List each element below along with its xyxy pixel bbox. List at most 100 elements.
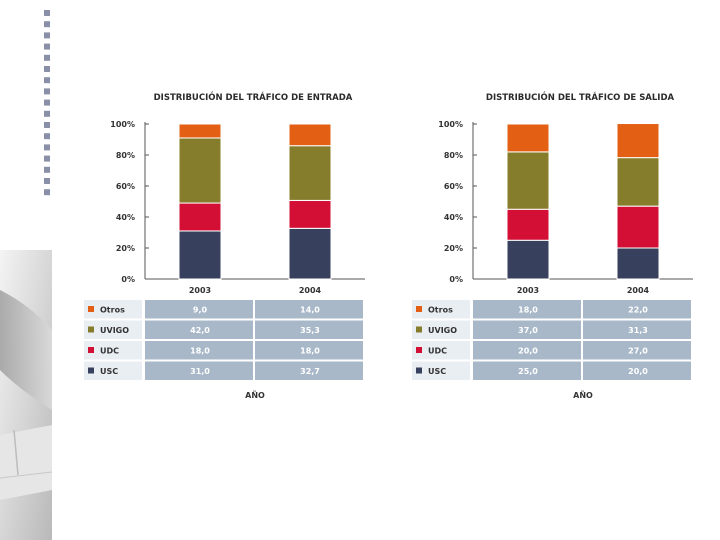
table-cell <box>145 320 253 339</box>
data-label: 27,0 <box>628 347 648 356</box>
x-tick-label: 2004 <box>299 286 322 295</box>
data-label: 32,7 <box>300 367 320 376</box>
x-tick-label: 2003 <box>517 286 539 295</box>
y-tick-label: 40% <box>444 213 463 222</box>
y-tick-label: 20% <box>444 244 463 253</box>
legend-swatch-usc <box>88 367 94 374</box>
table-cell <box>583 300 691 319</box>
bar-segment-otros <box>506 123 550 153</box>
x-tick-label: 2004 <box>627 286 650 295</box>
bar-segment-usc <box>506 239 550 280</box>
y-tick-label: 0% <box>121 275 135 284</box>
table-cell <box>255 361 363 380</box>
bullet-dot <box>44 99 50 106</box>
x-axis-label: AÑO <box>573 390 593 400</box>
slide-corner-decoration <box>0 250 53 540</box>
legend-swatch-usc <box>416 367 422 374</box>
data-label: 35,3 <box>300 326 320 335</box>
bullet-dot <box>44 43 50 50</box>
chart-title: DISTRIBUCIÓN DEL TRÁFICO DE SALIDA <box>486 91 675 103</box>
bar-segment-udc <box>178 202 222 232</box>
table-cell <box>583 361 691 380</box>
legend-label: UVIGO <box>100 326 129 335</box>
table-cell <box>145 300 253 319</box>
y-tick-label: 100% <box>438 120 463 129</box>
table-cell <box>583 341 691 360</box>
bullet-dots-decoration <box>44 10 50 196</box>
table-cell <box>255 341 363 360</box>
y-tick-label: 100% <box>110 120 135 129</box>
data-label: 14,0 <box>300 306 320 315</box>
legend-swatch-otros <box>88 306 94 312</box>
bullet-dot <box>44 32 50 39</box>
table-cell <box>473 341 581 360</box>
table-cell <box>145 361 253 380</box>
y-tick-label: 0% <box>449 275 463 284</box>
bullet-dot <box>44 155 50 162</box>
bullet-dot <box>44 166 50 173</box>
table-label-cell <box>84 300 142 319</box>
data-label: 25,0 <box>518 367 538 376</box>
bullet-dot <box>44 189 50 196</box>
legend-swatch-uvigo <box>416 326 422 333</box>
table-cell <box>255 320 363 339</box>
table-label-cell <box>84 341 142 360</box>
y-tick-label: 80% <box>444 151 463 160</box>
bar-segment-uvigo <box>288 145 332 201</box>
data-label: 31,3 <box>628 326 648 335</box>
bullet-dot <box>44 144 50 151</box>
table-cell <box>473 361 581 380</box>
data-label: 18,0 <box>300 347 320 356</box>
bar-segment-uvigo <box>178 137 222 204</box>
legend-label: Otros <box>100 306 125 315</box>
legend-label: UDC <box>100 347 119 356</box>
data-label: 20,0 <box>628 367 648 376</box>
chart-salida: DISTRIBUCIÓN DEL TRÁFICO DE SALIDA 0% 20% 4… <box>412 91 693 400</box>
chart-entrada: DISTRIBUCIÓN DEL TRÁFICO DE ENTRADA 0% 20%… <box>84 91 365 400</box>
bar-segment-usc <box>616 247 660 280</box>
legend-swatch-udc <box>88 347 94 353</box>
table-cell <box>145 341 253 360</box>
table-label-cell <box>412 361 470 380</box>
table-cell <box>255 300 363 319</box>
legend-swatch-otros <box>416 306 422 312</box>
bullet-dot <box>44 133 50 140</box>
legend-label: USC <box>428 367 446 376</box>
legend-label: Otros <box>428 306 453 315</box>
bar-segment-usc <box>178 230 222 280</box>
table-label-cell <box>412 300 470 319</box>
bar-segment-otros <box>288 123 332 147</box>
bar-segment-uvigo <box>506 151 550 210</box>
legend-label: UDC <box>428 347 447 356</box>
table-cell <box>473 300 581 319</box>
bullet-dot <box>44 122 50 128</box>
bullet-dot <box>44 21 50 28</box>
table-cell <box>583 320 691 339</box>
bar-segment-udc <box>506 208 550 241</box>
table-cell <box>473 320 581 339</box>
bullet-dot <box>44 66 50 72</box>
data-label: 20,0 <box>518 347 538 356</box>
bullet-dot <box>44 10 50 16</box>
bullet-dot <box>44 54 50 61</box>
bar-segment-otros <box>178 123 222 139</box>
data-label: 37,0 <box>518 326 538 335</box>
data-label: 42,0 <box>190 326 210 335</box>
legend-swatch-udc <box>416 347 422 353</box>
bar-segment-otros <box>616 123 660 159</box>
table-label-cell <box>412 320 470 339</box>
bar-segment-uvigo <box>616 157 660 207</box>
legend-label: UVIGO <box>428 326 457 335</box>
table-label-cell <box>412 341 470 360</box>
data-label: 18,0 <box>518 306 538 315</box>
bar-segment-usc <box>288 227 332 280</box>
legend-swatch-uvigo <box>88 326 94 333</box>
y-tick-label: 20% <box>116 244 135 253</box>
y-tick-label: 80% <box>116 151 135 160</box>
data-label: 31,0 <box>190 367 210 376</box>
bullet-dot <box>44 110 50 117</box>
bullet-dot <box>44 77 50 84</box>
bullet-dot <box>44 88 50 95</box>
chart-title: DISTRIBUCIÓN DEL TRÁFICO DE ENTRADA <box>154 91 353 103</box>
x-axis-label: AÑO <box>245 390 265 400</box>
